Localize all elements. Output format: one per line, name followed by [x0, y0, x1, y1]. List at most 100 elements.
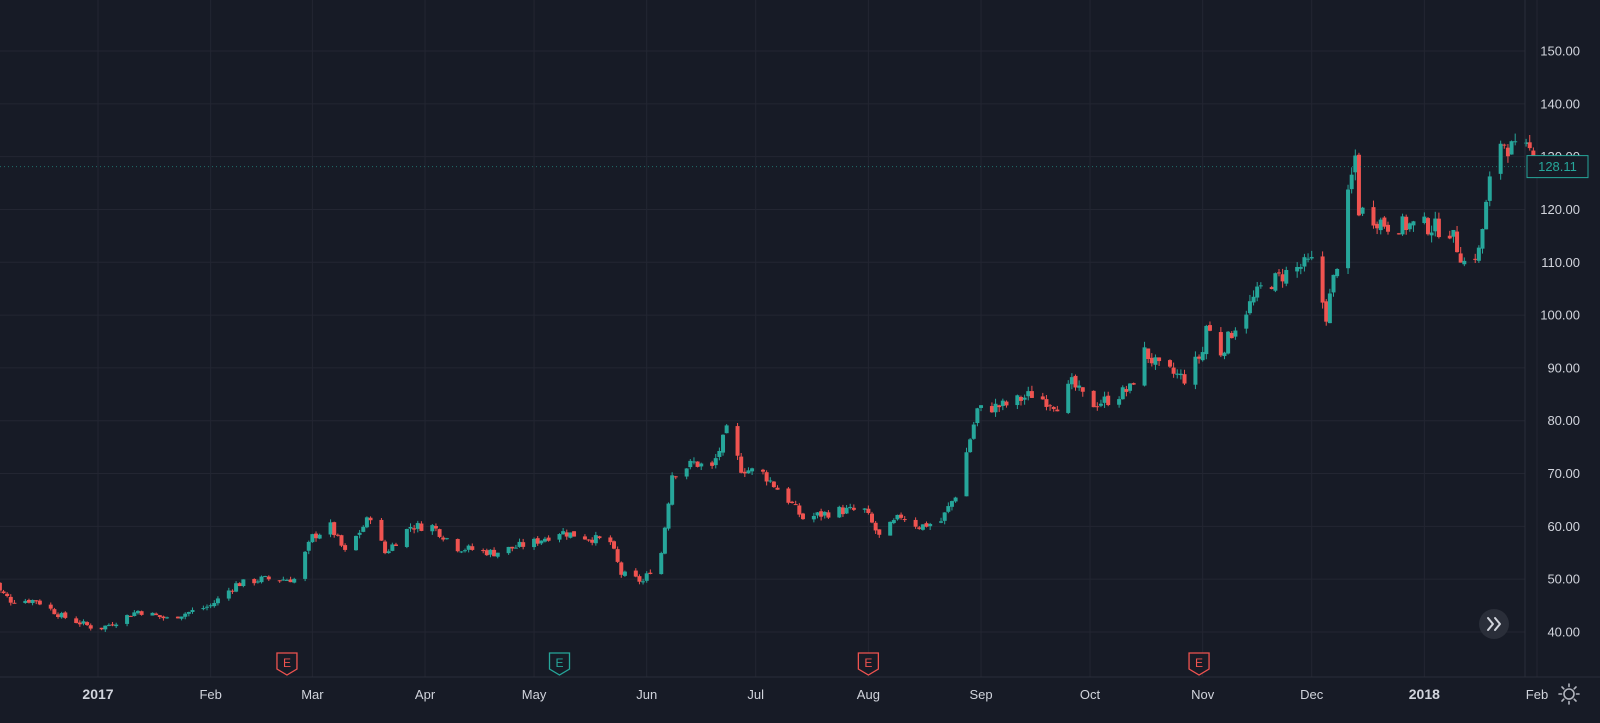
- candle-down: [586, 539, 591, 541]
- candle-up: [1222, 352, 1227, 357]
- candle-down: [88, 625, 93, 629]
- candle-up: [513, 547, 518, 549]
- candle-up: [644, 573, 649, 581]
- candle-down: [735, 426, 740, 456]
- candle-up: [284, 579, 289, 581]
- scroll-to-realtime-button[interactable]: [1479, 609, 1509, 639]
- candle-down: [8, 596, 13, 603]
- candle-down: [1044, 399, 1049, 407]
- candle-up: [241, 579, 246, 587]
- candle-down: [1436, 218, 1441, 238]
- earnings-marker-miss[interactable]: E: [276, 652, 298, 676]
- price-tick-label: 80.00: [1547, 413, 1580, 428]
- candle-down: [851, 507, 856, 510]
- candle-down: [1473, 258, 1478, 260]
- candle-up: [532, 538, 537, 548]
- candle-down: [582, 536, 587, 540]
- candle-down: [521, 542, 526, 547]
- candle-up: [1255, 286, 1260, 298]
- candle-up: [59, 613, 64, 618]
- time-tick-label: May: [522, 687, 547, 702]
- candle-down: [1182, 374, 1187, 384]
- candle-up: [1411, 221, 1416, 226]
- candle-down: [840, 507, 845, 515]
- earnings-marker-label: E: [283, 656, 291, 670]
- candle-down: [786, 488, 791, 503]
- candle-down: [1371, 207, 1376, 226]
- candle-up: [354, 535, 359, 551]
- candle-up: [495, 552, 500, 557]
- candle-up: [1327, 293, 1332, 324]
- candle-up: [1273, 273, 1278, 291]
- candle-down: [790, 501, 795, 503]
- candle-down: [775, 487, 780, 490]
- candle-down: [771, 481, 776, 488]
- candle-down: [154, 613, 159, 615]
- candle-down: [742, 471, 747, 474]
- candle-down: [673, 476, 678, 478]
- candle-up: [815, 512, 820, 516]
- candle-up: [659, 553, 664, 575]
- earnings-marker-beat[interactable]: E: [548, 652, 571, 676]
- candle-up: [557, 534, 562, 540]
- time-tick-label: 2018: [1409, 686, 1440, 702]
- candle-up: [1298, 267, 1303, 269]
- candle-down: [110, 624, 115, 626]
- candle-down: [1527, 142, 1532, 149]
- candle-down: [1356, 154, 1361, 216]
- candle-up: [542, 538, 547, 542]
- candle-down: [0, 582, 2, 591]
- candle-up: [622, 571, 627, 576]
- candle-down: [535, 538, 540, 544]
- candle-up: [212, 603, 217, 607]
- candle-down: [1149, 357, 1154, 364]
- time-tick-label: Aug: [857, 687, 880, 702]
- candle-down: [1382, 217, 1387, 227]
- time-tick-label: Mar: [301, 687, 324, 702]
- candle-up: [259, 576, 264, 583]
- candle-down: [764, 472, 769, 482]
- candle-down: [1207, 325, 1212, 331]
- candle-up: [946, 506, 951, 512]
- candle-down: [34, 600, 39, 602]
- candle-down: [379, 519, 384, 541]
- candle-up: [1400, 216, 1405, 235]
- time-tick-label: Apr: [415, 687, 436, 702]
- candle-up: [357, 532, 362, 535]
- candle-up: [662, 527, 667, 554]
- candle-up: [150, 612, 155, 616]
- time-axis[interactable]: 2017 Feb Mar Apr May Jun Jul Aug Sep Oct Nov Dec 201…: [82, 686, 1548, 702]
- time-tick-label: Oct: [1080, 687, 1101, 702]
- candle-down: [237, 583, 242, 587]
- earnings-marker-miss[interactable]: E: [857, 652, 880, 676]
- candle-up: [953, 497, 958, 502]
- candle-down: [1197, 356, 1202, 359]
- price-axis[interactable]: 150.00140.00130.00120.00110.00100.0090.0…: [1540, 44, 1580, 640]
- candle-down: [288, 579, 293, 583]
- candle-down: [1447, 235, 1452, 239]
- candle-down: [1218, 332, 1223, 356]
- candle-up: [688, 460, 693, 468]
- candle-up: [1295, 266, 1300, 272]
- candle-up: [670, 475, 675, 505]
- candle-up: [106, 624, 111, 626]
- candle-down: [85, 622, 90, 626]
- candle-up: [1407, 223, 1412, 230]
- candle-up: [364, 517, 369, 528]
- candle-down: [612, 541, 617, 549]
- settings-gear-icon[interactable]: [1558, 683, 1580, 705]
- candle-up: [964, 452, 969, 497]
- candle-up: [255, 581, 260, 583]
- candle-down: [1124, 389, 1129, 392]
- time-tick-label: Feb: [199, 687, 221, 702]
- earnings-marker-miss[interactable]: E: [1188, 652, 1210, 676]
- candle-down: [710, 462, 715, 466]
- candle-down: [877, 529, 882, 535]
- candle-up: [1120, 387, 1125, 400]
- candle-up: [444, 538, 449, 540]
- candle-down: [252, 579, 257, 584]
- candle-down: [615, 549, 620, 562]
- candle-up: [1346, 189, 1351, 269]
- candle-down: [37, 600, 42, 605]
